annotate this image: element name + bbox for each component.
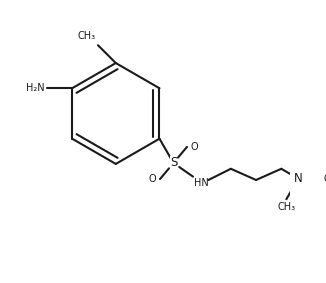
Text: N: N <box>294 172 303 185</box>
Text: CH₃: CH₃ <box>323 173 326 184</box>
Text: HN: HN <box>194 178 209 188</box>
Text: CH₃: CH₃ <box>277 202 295 212</box>
Text: O: O <box>149 174 156 184</box>
Text: H₂N: H₂N <box>26 83 45 93</box>
Text: S: S <box>170 156 177 170</box>
Text: O: O <box>190 142 198 152</box>
Text: CH₃: CH₃ <box>77 31 95 41</box>
